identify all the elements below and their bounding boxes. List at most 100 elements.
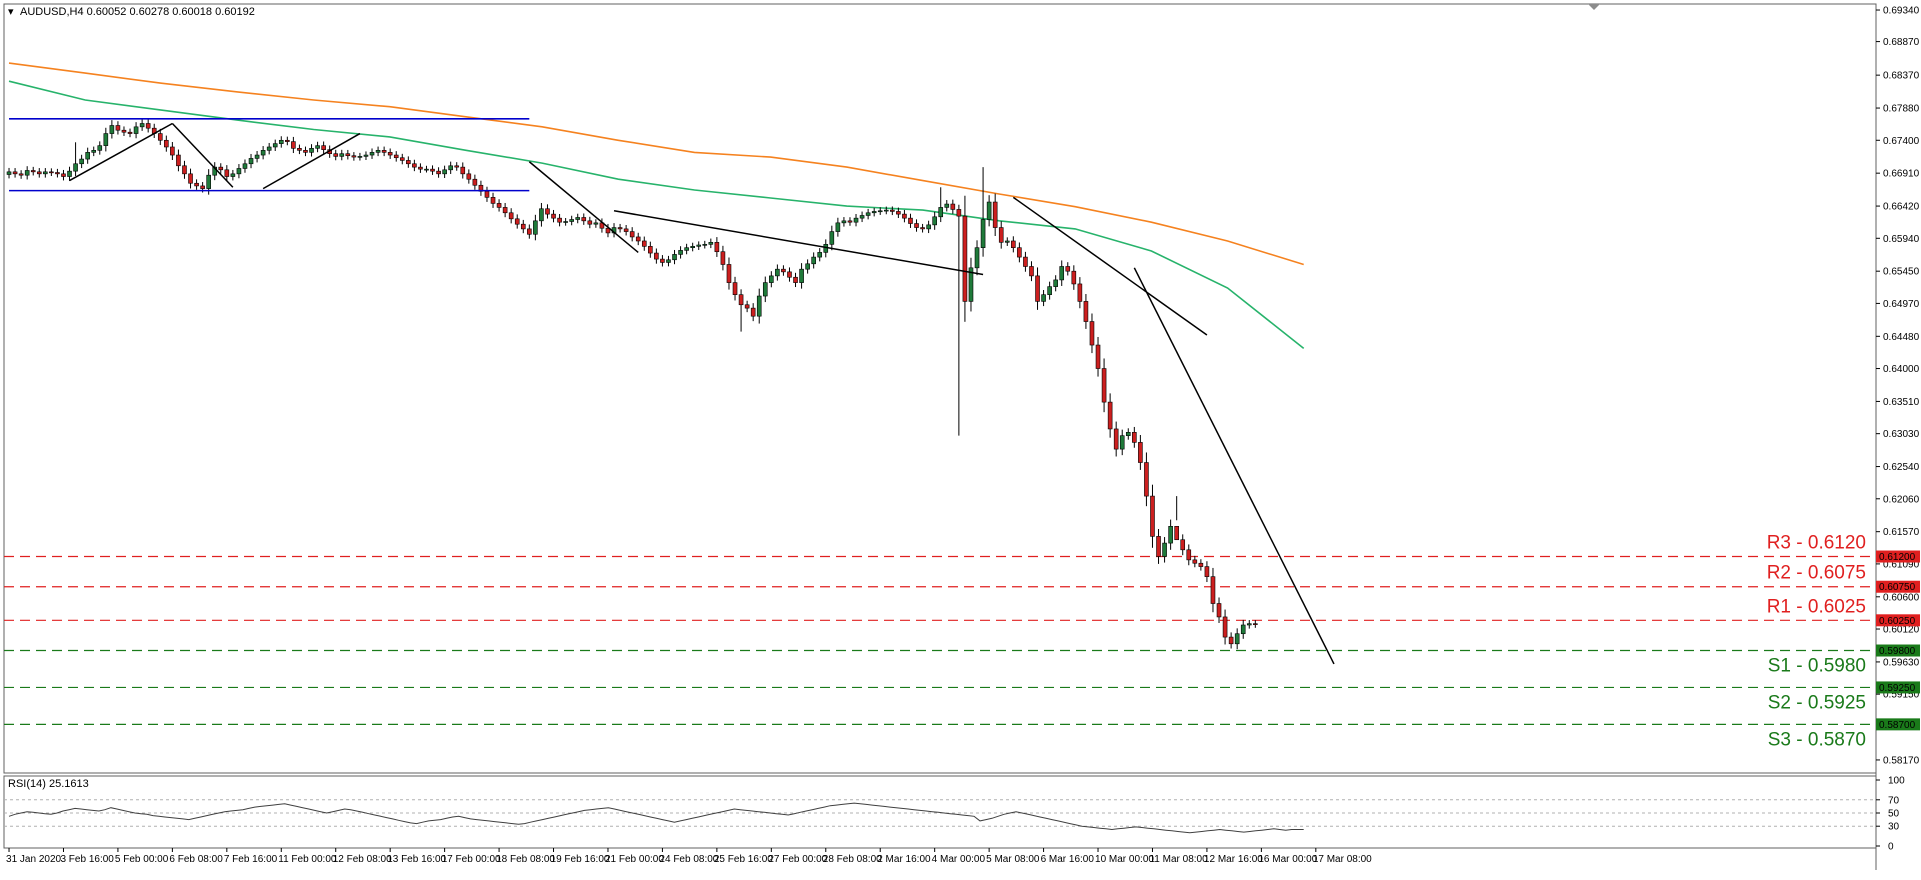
candle xyxy=(194,179,199,190)
candle-body xyxy=(1095,344,1101,369)
candle xyxy=(932,211,937,230)
candle-body xyxy=(121,129,127,133)
candle-body xyxy=(835,222,841,232)
candle-body xyxy=(375,150,381,153)
support-price-tag-text: 0.58700 xyxy=(1879,720,1916,731)
candle xyxy=(333,149,339,161)
candle-body xyxy=(436,170,441,175)
price-axis-tick-label: 0.67880 xyxy=(1883,104,1920,115)
candle-body xyxy=(678,250,683,255)
candle-body xyxy=(164,139,169,148)
candle xyxy=(351,152,357,161)
candle-body xyxy=(551,213,556,219)
candle-body xyxy=(829,231,835,245)
candle xyxy=(254,151,260,163)
candle xyxy=(1216,597,1222,623)
candle-body xyxy=(393,154,399,159)
support-price-tag xyxy=(1876,718,1920,731)
candle xyxy=(424,165,429,173)
chart-menu-arrow[interactable]: ▾ xyxy=(8,6,14,18)
candle-body xyxy=(1107,401,1113,430)
candle xyxy=(660,255,665,267)
resistance-price-tag xyxy=(1876,550,1920,563)
time-axis-tick-label: 5 Mar 08:00 xyxy=(986,854,1040,865)
candle-body xyxy=(1180,539,1186,551)
price-axis-tick-label: 0.63510 xyxy=(1883,397,1920,408)
candle-body xyxy=(769,275,774,283)
candle-body xyxy=(926,224,931,230)
candle-body xyxy=(962,215,968,302)
candle xyxy=(266,142,272,155)
candle xyxy=(527,224,532,239)
candle-body xyxy=(103,133,109,146)
candle-body xyxy=(61,173,66,177)
candle xyxy=(1180,534,1186,556)
candle-body xyxy=(1047,286,1052,295)
candle-body xyxy=(587,220,593,225)
candle-body xyxy=(79,158,84,165)
candle-body xyxy=(654,252,659,260)
candle xyxy=(714,237,720,257)
candle-body xyxy=(363,154,369,157)
candle xyxy=(998,221,1004,249)
candle xyxy=(859,211,865,223)
candle xyxy=(85,147,90,164)
candle-body xyxy=(157,133,163,141)
trend-line[interactable] xyxy=(69,122,173,182)
trend-line[interactable] xyxy=(1012,196,1208,336)
candle-body xyxy=(623,228,629,232)
candle xyxy=(67,166,72,181)
candle-body xyxy=(1222,616,1228,638)
candle xyxy=(218,163,224,174)
candle-body xyxy=(1125,432,1131,436)
trend-lines[interactable] xyxy=(9,117,1335,665)
candle-body xyxy=(182,165,187,175)
candle xyxy=(702,240,708,249)
shift-marker-icon[interactable] xyxy=(1588,4,1600,10)
candle xyxy=(297,144,302,155)
candle xyxy=(73,142,78,176)
candle-body xyxy=(24,170,30,176)
candle xyxy=(1192,555,1198,568)
candle xyxy=(248,153,254,169)
candle-body xyxy=(6,171,12,175)
trend-line[interactable] xyxy=(262,132,361,190)
candle-body xyxy=(672,254,677,261)
candle xyxy=(375,146,381,157)
trend-line[interactable] xyxy=(1133,267,1335,665)
candle-body xyxy=(914,223,919,228)
candle xyxy=(877,207,883,215)
rsi-line xyxy=(8,802,1304,834)
candle xyxy=(1240,619,1246,639)
price-axis-tick-label: 0.60600 xyxy=(1883,592,1920,603)
candle-body xyxy=(466,173,472,180)
trend-line[interactable] xyxy=(613,210,984,276)
candle xyxy=(1204,561,1210,583)
candle xyxy=(811,252,816,269)
candle-body xyxy=(750,307,756,317)
trend-line[interactable] xyxy=(528,161,639,253)
candle-body xyxy=(1246,623,1252,626)
candle-body xyxy=(412,163,417,168)
candle xyxy=(1089,313,1095,354)
support-price-tag-text: 0.59800 xyxy=(1879,646,1916,657)
trend-line[interactable] xyxy=(171,122,234,188)
candle xyxy=(841,217,847,227)
candle-body xyxy=(950,203,956,210)
candle xyxy=(1125,428,1131,440)
price-axis-tick-label: 0.62540 xyxy=(1883,462,1920,473)
candle-body xyxy=(1138,442,1143,463)
time-axis-tick-label: 21 Feb 00:00 xyxy=(605,854,664,865)
candle-body xyxy=(460,166,466,175)
candle xyxy=(738,289,744,332)
price-axis-tick-label: 0.60120 xyxy=(1883,625,1920,636)
candle xyxy=(1186,544,1192,566)
time-axis-tick-label: 13 Feb 16:00 xyxy=(387,854,446,865)
candle xyxy=(1083,294,1089,329)
candle-body xyxy=(605,227,611,234)
candle-body xyxy=(986,201,992,220)
price-axis-tick-label: 0.63030 xyxy=(1883,429,1920,440)
candle-body xyxy=(641,240,647,247)
